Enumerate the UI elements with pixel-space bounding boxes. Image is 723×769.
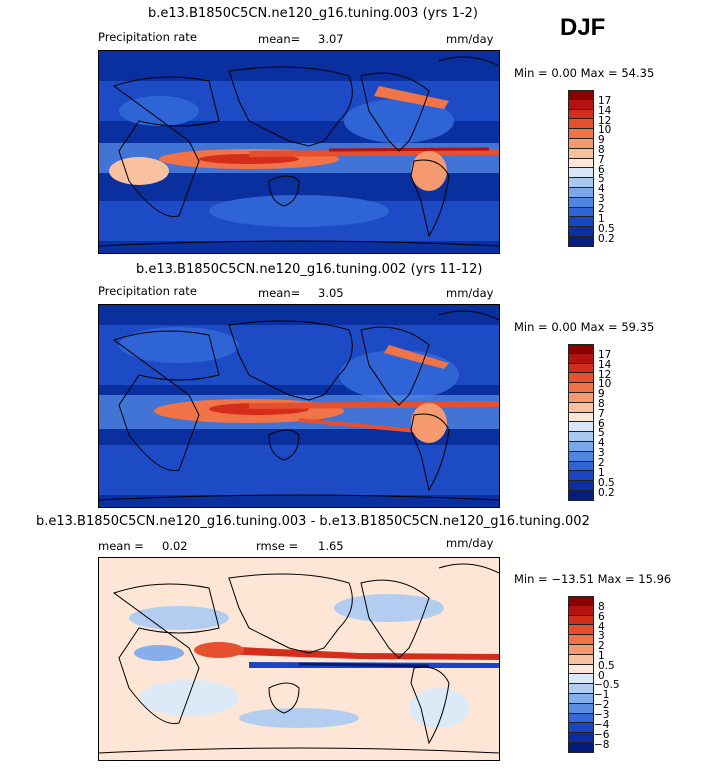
panel-2-colorbar-label: 9: [598, 388, 605, 400]
panel-2-colorbar-label: 6: [598, 418, 605, 430]
panel-2-precipitation-map: [98, 304, 500, 508]
panel-3-rmse-label: rmse =: [256, 539, 299, 553]
panel-3-colorbar-label: −0.5: [594, 679, 620, 691]
panel-3-colorbar-label: 3: [598, 630, 605, 642]
panel-3-colorbar-label: 1: [598, 650, 605, 662]
season-label: DJF: [560, 14, 606, 41]
panel-2-colorbar-label: 0.5: [598, 477, 615, 489]
panel-3-mean-value: 0.02: [162, 539, 188, 553]
panel-2-colorbar-label: 14: [598, 359, 612, 371]
panel-1-colorbar-label: 8: [598, 144, 605, 156]
panel-1-colorbar-label: 7: [598, 154, 605, 166]
panel-2-units: mm/day: [446, 286, 494, 300]
panel-3-colorbar-label: 0.5: [598, 660, 615, 672]
panel-3-colorbar-label: −1: [594, 689, 610, 701]
panel-2-colorbar-label: 5: [598, 427, 605, 439]
panel-2-colorbar-label: 0.2: [598, 487, 615, 499]
panel-1-colorbar-label: 12: [598, 115, 612, 127]
panel-2-mean-value: 3.05: [318, 286, 344, 300]
panel-3-colorbar-label: 8: [598, 601, 605, 613]
panel-3-minmax: Min = −13.51 Max = 15.96: [514, 572, 672, 586]
panel-1-colorbar-label: 5: [598, 173, 605, 185]
panel-1-precipitation-map: [98, 50, 500, 254]
panel-1-variable-label: Precipitation rate: [98, 30, 197, 44]
panel-2-mean-label: mean=: [258, 286, 301, 300]
panel-1-mean-value: 3.07: [318, 32, 344, 46]
panel-2-colorbar-label: 7: [598, 408, 605, 420]
panel-3-colorbar-label: −3: [594, 709, 610, 721]
panel-1-colorbar-label: 6: [598, 164, 605, 176]
panel-2-colorbar-label: 3: [598, 447, 605, 459]
panel-1-colorbar-label: 9: [598, 134, 605, 146]
panel-2-variable-label: Precipitation rate: [98, 284, 197, 298]
panel-2-minmax: Min = 0.00 Max = 59.35: [514, 320, 655, 334]
panel-1-units: mm/day: [446, 32, 494, 46]
panel-2-title: b.e13.B1850C5CN.ne120_g16.tuning.002 (yr…: [136, 262, 483, 277]
panel-2-colorbar: [568, 344, 594, 501]
panel-1-mean-label: mean=: [258, 32, 301, 46]
panel-2-colorbar-label: 10: [598, 378, 612, 390]
panel-3-colorbar-label: 6: [598, 611, 605, 623]
panel-1-colorbar-label: 2: [598, 203, 605, 215]
panel-2-colorbar-label: 8: [598, 398, 605, 410]
panel-3-colorbar-label: −8: [594, 739, 610, 751]
panel-1-minmax: Min = 0.00 Max = 54.35: [514, 66, 655, 80]
panel-1-title: b.e13.B1850C5CN.ne120_g16.tuning.003 (yr…: [148, 6, 478, 21]
panel-3-colorbar-label: 0: [598, 670, 605, 682]
panel-1-colorbar-label: 0.2: [598, 233, 615, 245]
panel-2-colorbar-label: 2: [598, 457, 605, 469]
panel-1-colorbar-label: 17: [598, 95, 612, 107]
panel-1-colorbar-label: 3: [598, 193, 605, 205]
panel-3-colorbar-label: 2: [598, 640, 605, 652]
panel-3-colorbar-label: −2: [594, 699, 610, 711]
panel-3-colorbar-label: 4: [598, 621, 605, 633]
panel-1-colorbar-label: 1: [598, 213, 605, 225]
panel-2-colorbar-label: 12: [598, 369, 612, 381]
panel-3-title: b.e13.B1850C5CN.ne120_g16.tuning.003 - b…: [36, 514, 590, 529]
panel-1-colorbar-label: 10: [598, 124, 612, 136]
panel-3-units: mm/day: [446, 536, 494, 550]
panel-1-colorbar: [568, 90, 594, 247]
panel-3-colorbar-label: −6: [594, 729, 610, 741]
panel-2-colorbar-label: 4: [598, 437, 605, 449]
panel-3-colorbar: [568, 596, 594, 753]
panel-2-colorbar-label: 17: [598, 349, 612, 361]
panel-2-colorbar-label: 1: [598, 467, 605, 479]
panel-3-difference-map: [98, 557, 500, 761]
panel-3-mean-label: mean =: [98, 539, 144, 553]
panel-1-colorbar-label: 14: [598, 105, 612, 117]
panel-1-colorbar-label: 0.5: [598, 223, 615, 235]
panel-3-rmse-value: 1.65: [318, 539, 344, 553]
panel-1-colorbar-label: 4: [598, 183, 605, 195]
panel-3-colorbar-label: −4: [594, 719, 610, 731]
